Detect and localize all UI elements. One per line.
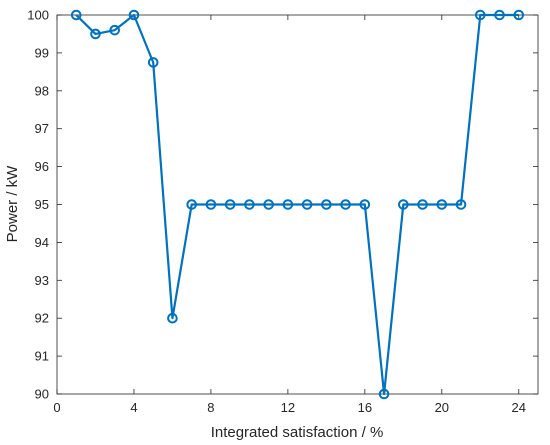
x-axis-label: Integrated satisfaction / %	[211, 424, 384, 441]
data-point	[494, 9, 505, 21]
data-point	[205, 199, 217, 210]
y-tick-label: 91	[35, 349, 49, 364]
axis-tick-labels: 0 4 8 12 16 20 24 90 91 92 93 94 95 96 97 98 99 100	[27, 8, 526, 416]
y-tick-label: 90	[35, 387, 49, 402]
data-point	[455, 199, 467, 210]
data-point	[513, 9, 525, 21]
series-layer	[70, 9, 525, 400]
y-tick-label: 97	[35, 121, 49, 136]
y-tick-label: 98	[35, 83, 49, 98]
data-point	[417, 199, 428, 210]
data-point	[321, 199, 332, 210]
data-point	[301, 199, 313, 210]
data-point	[167, 312, 178, 324]
data-point	[378, 388, 390, 400]
axis-ticks	[56, 14, 538, 395]
data-point	[474, 9, 486, 21]
data-point	[398, 199, 409, 210]
data-point	[186, 199, 197, 210]
data-point	[128, 9, 140, 21]
y-tick-label: 100	[27, 8, 49, 23]
data-point	[90, 28, 101, 40]
y-tick-label: 93	[35, 273, 49, 288]
data-point	[263, 199, 274, 210]
data-point	[70, 9, 82, 21]
data-point	[147, 57, 159, 68]
y-tick-label: 99	[35, 45, 49, 60]
data-point	[282, 199, 294, 210]
x-tick-label: 12	[281, 400, 295, 415]
x-tick-label: 16	[358, 400, 372, 415]
data-point	[340, 199, 351, 210]
y-tick-label: 95	[35, 197, 49, 212]
y-axis-label: Power / kW	[4, 165, 21, 243]
x-tick-label: 4	[130, 400, 137, 415]
data-point	[436, 199, 448, 210]
x-tick-label: 0	[53, 400, 60, 415]
data-point	[244, 199, 255, 210]
y-tick-label: 94	[35, 235, 49, 250]
y-tick-label: 92	[35, 311, 49, 326]
data-point	[224, 199, 236, 210]
x-tick-label: 8	[207, 400, 214, 415]
data-point	[109, 24, 121, 36]
data-point	[359, 199, 371, 210]
y-tick-label: 96	[35, 159, 49, 174]
x-tick-label: 24	[512, 400, 526, 415]
x-tick-label: 20	[435, 400, 449, 415]
series-line	[75, 13, 519, 396]
